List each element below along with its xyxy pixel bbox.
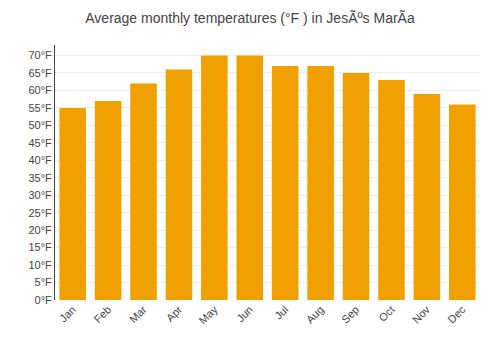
svg-text:Oct: Oct [376, 303, 397, 324]
svg-text:Average monthly temperatures (: Average monthly temperatures (°F ) in Je… [85, 10, 415, 26]
svg-text:60°F: 60°F [28, 84, 52, 96]
svg-text:10°F: 10°F [28, 259, 52, 271]
svg-text:0°F: 0°F [35, 294, 53, 306]
svg-text:Aug: Aug [304, 303, 326, 325]
svg-text:20°F: 20°F [28, 224, 52, 236]
svg-text:55°F: 55°F [28, 102, 52, 114]
svg-text:45°F: 45°F [28, 137, 52, 149]
svg-text:Jul: Jul [272, 303, 290, 321]
svg-text:Mar: Mar [127, 303, 149, 325]
svg-text:5°F: 5°F [35, 276, 53, 288]
svg-text:50°F: 50°F [28, 119, 52, 131]
svg-text:Apr: Apr [164, 303, 185, 324]
svg-text:May: May [197, 303, 221, 327]
svg-text:35°F: 35°F [28, 172, 52, 184]
svg-text:65°F: 65°F [28, 67, 52, 79]
svg-text:15°F: 15°F [28, 241, 52, 253]
svg-text:Nov: Nov [410, 303, 433, 326]
svg-text:Jan: Jan [57, 303, 78, 324]
svg-text:Jun: Jun [234, 303, 255, 324]
svg-text:30°F: 30°F [28, 189, 52, 201]
svg-text:40°F: 40°F [28, 154, 52, 166]
svg-text:Feb: Feb [92, 303, 114, 325]
svg-text:70°F: 70°F [28, 49, 52, 61]
svg-text:25°F: 25°F [28, 207, 52, 219]
svg-text:Sep: Sep [339, 303, 361, 325]
svg-text:Dec: Dec [445, 303, 468, 326]
